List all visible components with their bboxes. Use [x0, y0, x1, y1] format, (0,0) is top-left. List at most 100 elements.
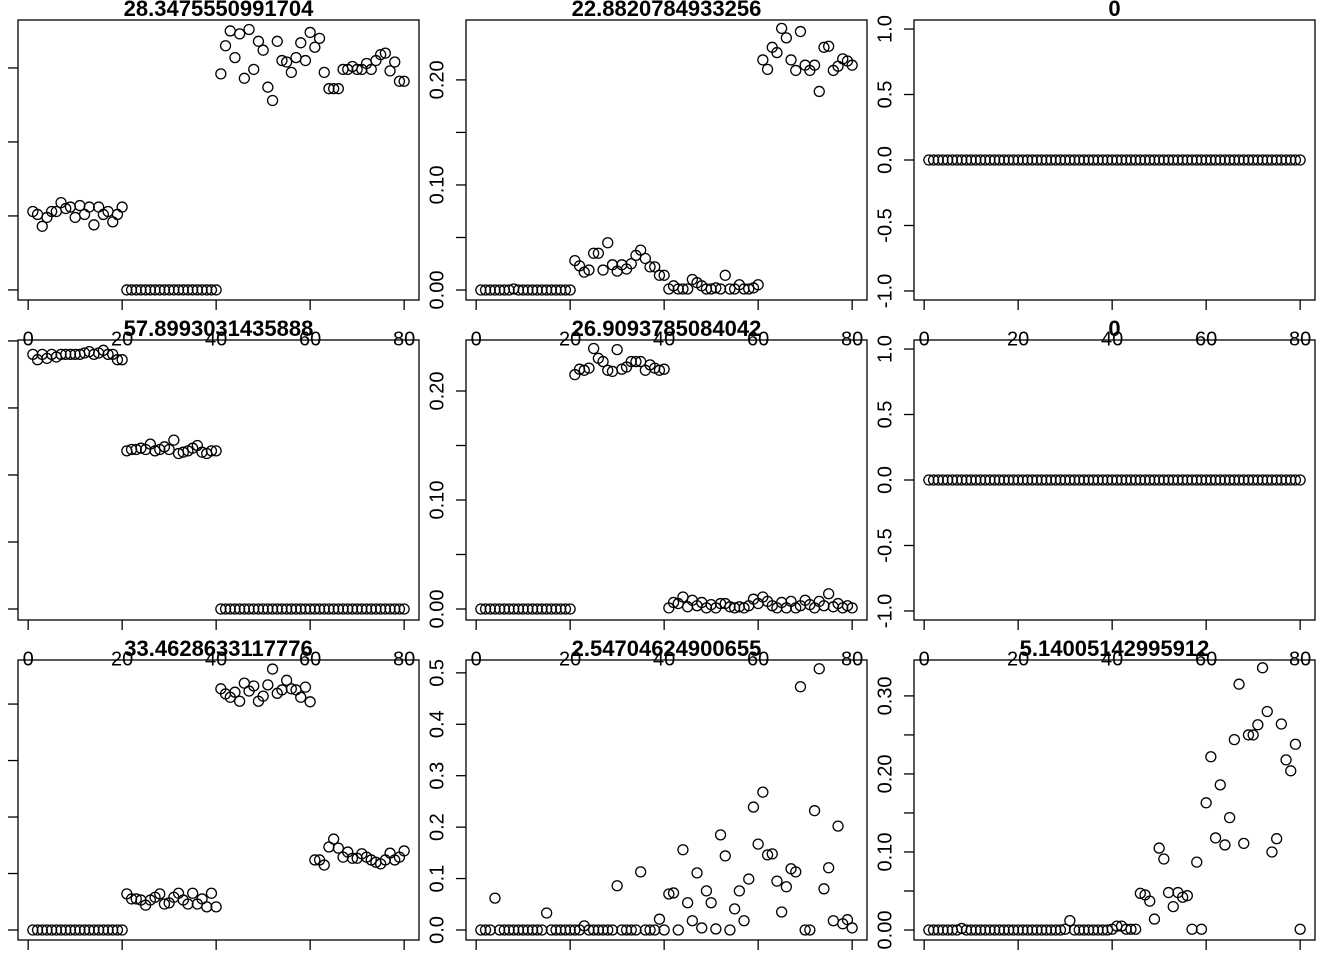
plot-box — [913, 339, 1316, 621]
point — [658, 363, 670, 375]
point — [299, 54, 312, 67]
point — [794, 681, 807, 693]
point — [686, 915, 698, 927]
point — [728, 903, 741, 915]
point — [1200, 797, 1212, 809]
point — [1176, 891, 1189, 903]
point — [1223, 811, 1236, 824]
point — [257, 44, 269, 56]
point — [625, 924, 637, 936]
point — [808, 59, 821, 71]
point — [766, 848, 778, 860]
point — [1125, 923, 1137, 935]
chart-title: 0 — [1108, 316, 1120, 341]
point — [210, 284, 222, 296]
point — [822, 588, 835, 600]
point — [332, 842, 344, 854]
point — [309, 854, 321, 866]
point — [384, 847, 396, 859]
point — [743, 873, 755, 885]
point — [83, 201, 95, 213]
point — [611, 343, 623, 356]
x-tick-label: 0 — [471, 328, 482, 350]
point — [559, 603, 572, 615]
point — [262, 81, 274, 93]
point — [588, 247, 600, 259]
y-tick-label: 0.00 — [874, 911, 896, 950]
point — [384, 65, 396, 77]
x-tick-label: 20 — [1007, 328, 1029, 350]
point — [611, 880, 623, 892]
y-tick-label: 1.0 — [874, 15, 896, 43]
point — [710, 282, 722, 294]
point — [747, 801, 760, 813]
point — [541, 907, 553, 919]
x-tick-label: 80 — [1289, 648, 1311, 670]
y-tick-label: 0.5 — [874, 401, 896, 429]
point — [822, 40, 835, 52]
point — [304, 26, 316, 39]
point — [1167, 900, 1179, 913]
point — [327, 83, 340, 95]
point — [280, 674, 293, 686]
point — [714, 829, 727, 841]
y-tick-label: 0.0 — [426, 916, 448, 944]
point — [780, 881, 792, 893]
x-tick-label: 20 — [111, 648, 133, 670]
point — [257, 690, 269, 702]
plot-box — [913, 659, 1316, 941]
point — [775, 906, 788, 918]
y-tick-label: 0.2 — [426, 813, 448, 841]
point — [233, 695, 246, 707]
point — [36, 220, 48, 232]
point — [1289, 738, 1302, 750]
point — [1242, 729, 1255, 741]
plot-box — [17, 19, 420, 301]
y-tick-label: 0.10 — [426, 165, 448, 204]
point — [1238, 837, 1250, 850]
point — [224, 25, 236, 37]
point — [393, 75, 406, 87]
point — [398, 603, 410, 615]
point — [379, 47, 391, 59]
chart-title: 22.8820784933256 — [572, 0, 762, 21]
point — [1294, 474, 1306, 486]
point — [602, 237, 614, 249]
point — [602, 924, 614, 936]
x-tick-label: 80 — [841, 648, 863, 670]
point — [351, 63, 363, 76]
point — [696, 922, 708, 934]
point — [215, 68, 227, 80]
point — [757, 54, 769, 66]
point — [280, 56, 293, 68]
y-tick-label: -0.5 — [874, 208, 896, 242]
point — [1256, 662, 1269, 674]
point — [78, 208, 91, 221]
point — [681, 897, 694, 909]
point — [794, 25, 807, 38]
point — [790, 866, 802, 878]
point — [248, 680, 260, 692]
point — [672, 924, 684, 936]
point — [93, 201, 105, 213]
point — [564, 284, 576, 296]
point — [130, 893, 142, 905]
point — [1247, 729, 1259, 741]
point — [705, 897, 717, 909]
point — [229, 686, 241, 698]
y-tick-label: 0.0 — [874, 466, 896, 494]
point — [365, 63, 377, 76]
point — [1275, 718, 1287, 730]
point — [309, 41, 321, 53]
chart-title: 28.3475550991704 — [124, 0, 314, 21]
point — [644, 924, 656, 936]
chart-title: 26.9093785084042 — [572, 316, 762, 341]
point — [1101, 924, 1114, 936]
point — [489, 892, 501, 904]
point — [719, 269, 731, 281]
point — [780, 32, 792, 44]
point — [374, 48, 387, 61]
x-tick-label: 0 — [23, 328, 34, 350]
x-tick-label: 80 — [841, 328, 863, 350]
point — [799, 924, 811, 936]
